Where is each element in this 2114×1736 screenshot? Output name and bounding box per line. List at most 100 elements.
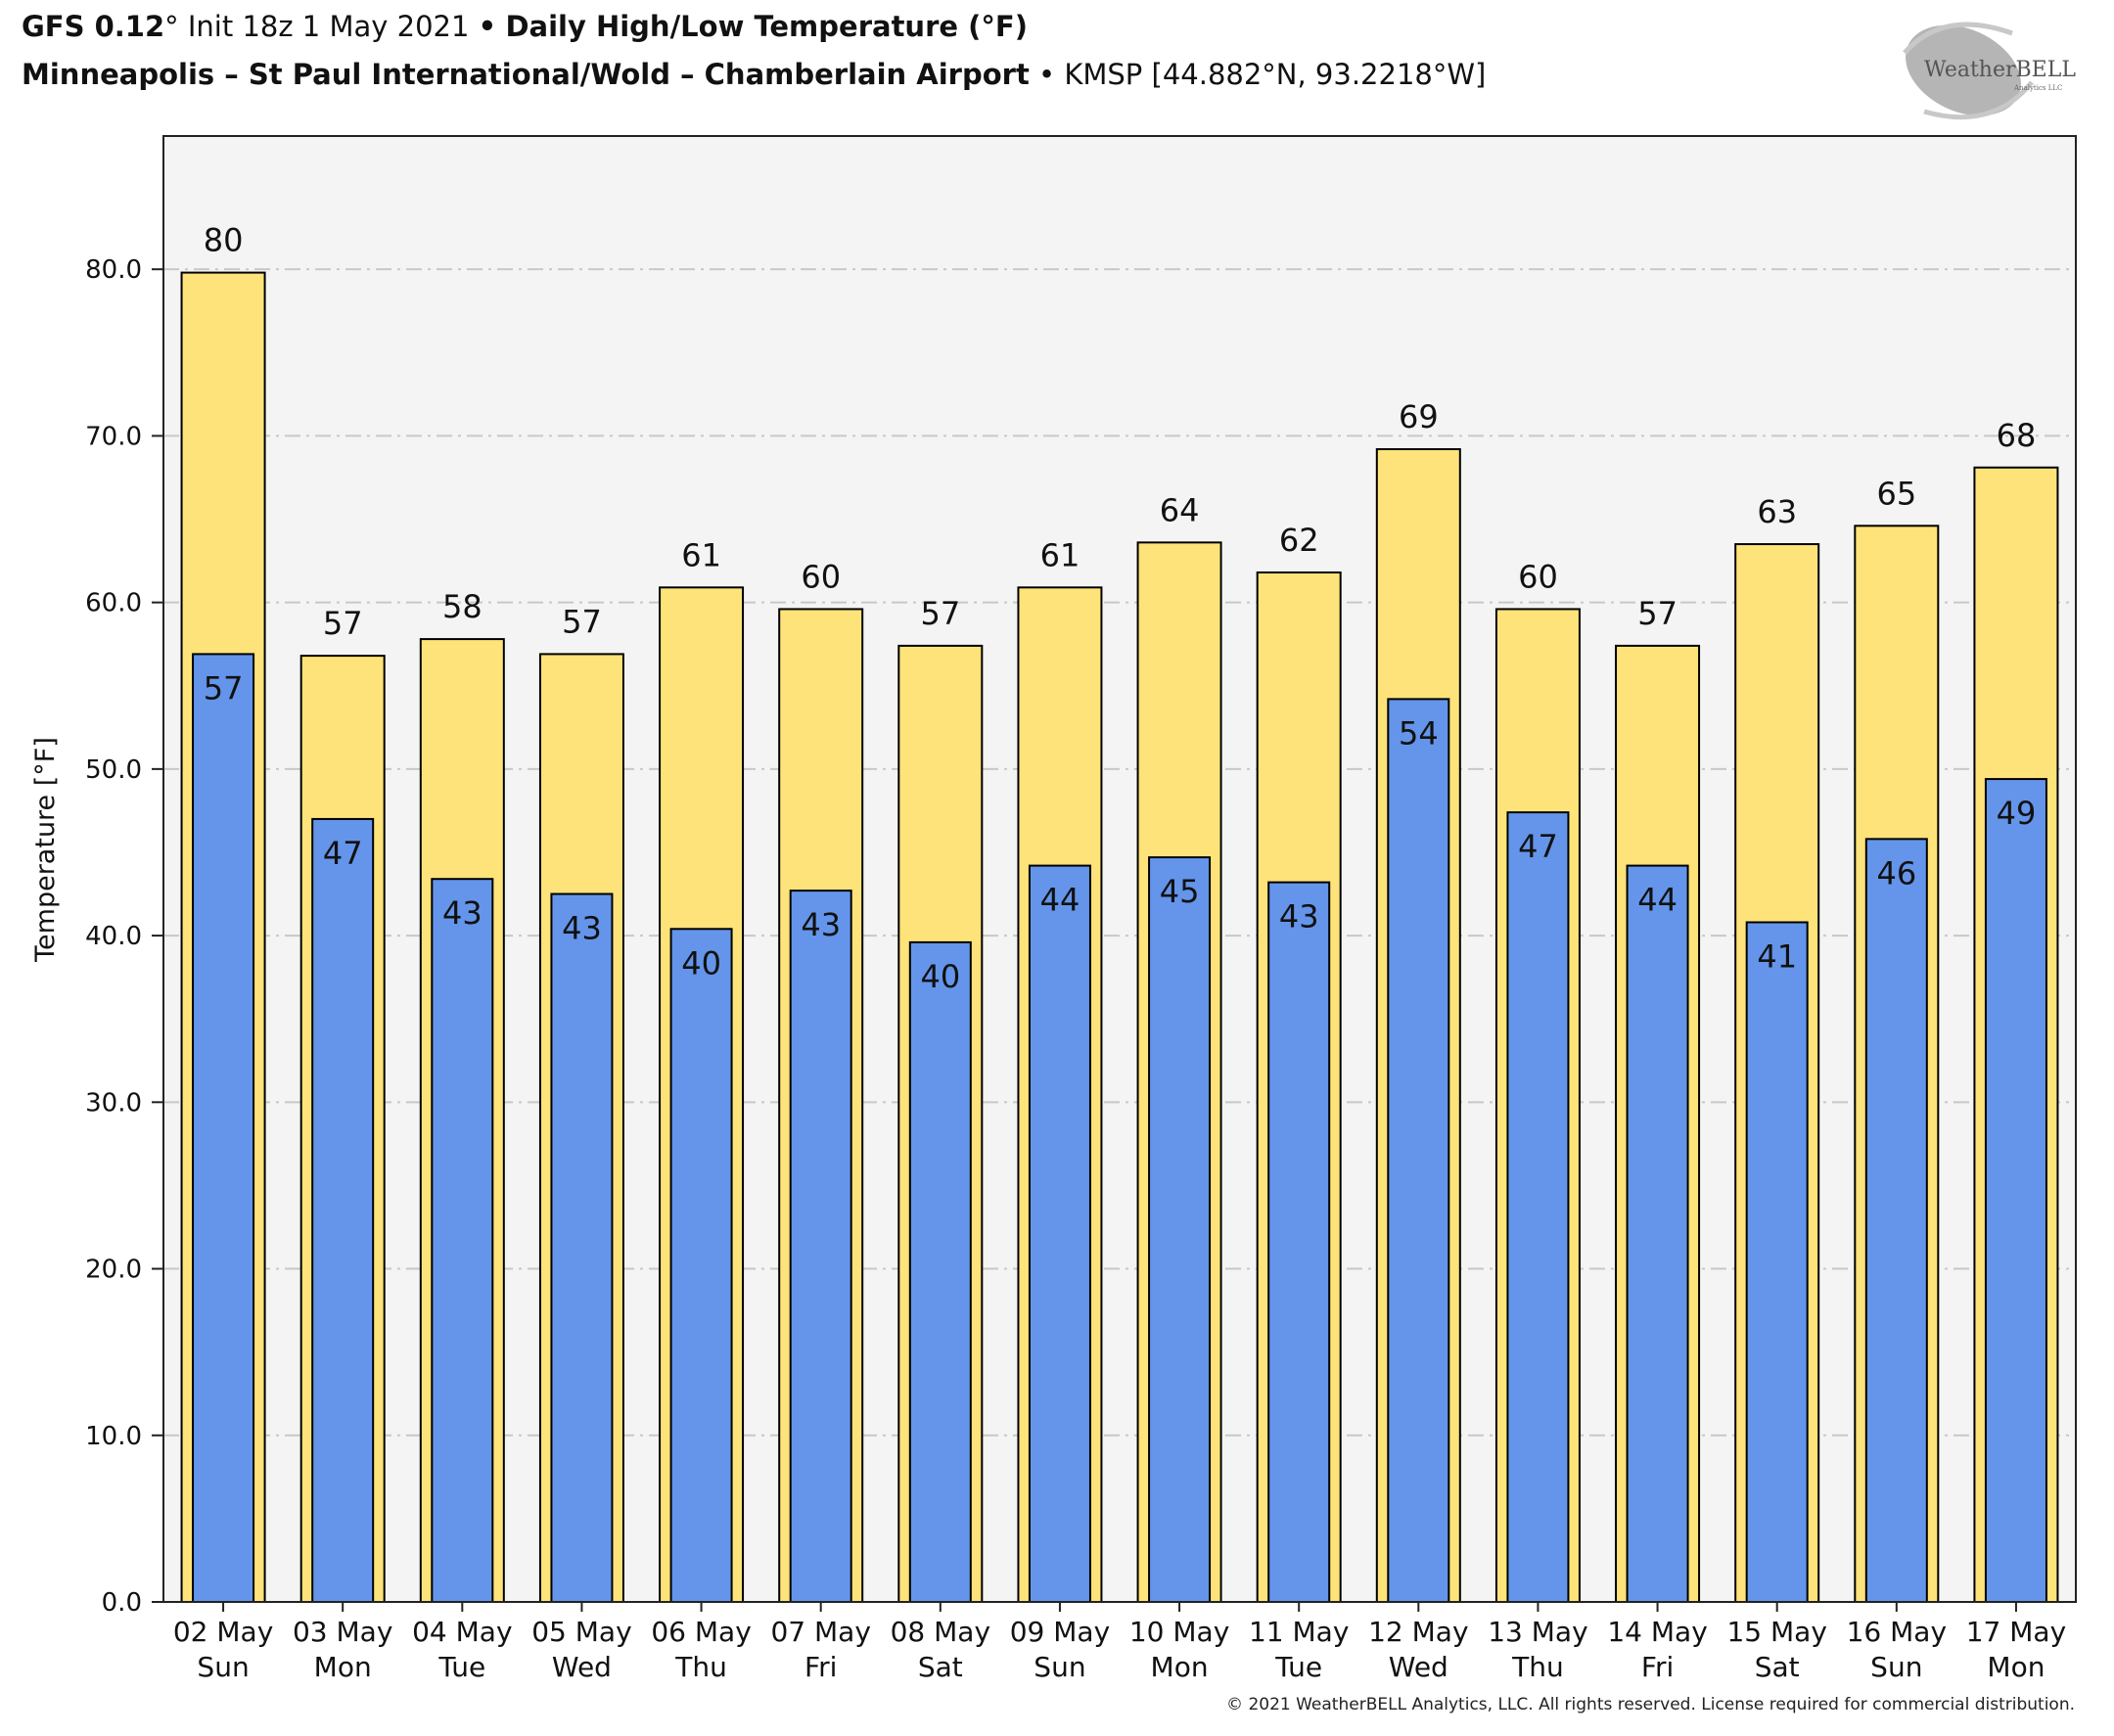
- x-tick-label-weekday: Tue: [1274, 1651, 1322, 1683]
- x-tick-label-date: 14 May: [1607, 1616, 1707, 1648]
- x-tick-label-date: 11 May: [1249, 1616, 1349, 1648]
- low-temp-label: 54: [1399, 714, 1439, 752]
- low-temp-label: 47: [323, 835, 363, 872]
- x-tick-label-date: 06 May: [651, 1616, 751, 1648]
- x-tick-label-weekday: Mon: [314, 1651, 372, 1683]
- low-temp-label: 57: [204, 669, 244, 707]
- x-tick-label-weekday: Sat: [1755, 1651, 1800, 1683]
- high-temp-label: 62: [1279, 522, 1319, 559]
- low-temp-bar: [1626, 864, 1689, 1603]
- product-title: Daily High/Low Temperature (°F): [505, 10, 1028, 43]
- y-tick-label: 80.0: [85, 255, 142, 285]
- x-tick-label-date: 03 May: [293, 1616, 392, 1648]
- low-temp-bar: [1387, 698, 1450, 1603]
- high-temp-label: 80: [204, 222, 244, 259]
- x-tick-label-date: 17 May: [1966, 1616, 2066, 1648]
- x-tick-label-date: 07 May: [770, 1616, 870, 1648]
- chart-title-line-1: GFS 0.12° Init 18z 1 May 2021 • Daily Hi…: [22, 10, 1028, 43]
- logo-subtext: Analytics LLC: [2013, 84, 2062, 92]
- station-name: Minneapolis – St Paul International/Wold…: [22, 58, 1030, 91]
- bullet-separator: •: [478, 10, 497, 43]
- high-temp-label: 58: [442, 588, 483, 625]
- y-tick-label: 70.0: [85, 422, 142, 451]
- y-axis-label: Temperature [°F]: [30, 737, 61, 963]
- x-tick-label-weekday: Sat: [918, 1651, 963, 1683]
- low-temp-label: 43: [1279, 898, 1319, 936]
- x-tick-label-date: 04 May: [412, 1616, 512, 1648]
- high-temp-label: 64: [1160, 491, 1200, 528]
- y-tick-label: 10.0: [85, 1422, 142, 1451]
- x-tick-label-date: 05 May: [531, 1616, 631, 1648]
- high-temp-label: 61: [681, 536, 721, 573]
- bullet-separator: •: [1038, 58, 1056, 91]
- low-temp-bar: [1984, 778, 2047, 1603]
- low-temp-bar: [789, 890, 852, 1603]
- plot-frame: [162, 135, 2077, 1603]
- low-temp-bar: [1864, 838, 1928, 1603]
- x-tick-label-weekday: Wed: [1389, 1651, 1448, 1683]
- y-tick-label: 50.0: [85, 755, 142, 785]
- bars: 80 57 57 47 58 43 57 43 61 40 60 43 57 40 61 44 64 45 62 43…: [180, 222, 2059, 1604]
- high-temp-label: 57: [323, 605, 363, 642]
- low-temp-bar: [1148, 856, 1212, 1603]
- low-temp-bar: [550, 892, 614, 1603]
- logo-swirl-icon: [1906, 24, 2021, 116]
- low-temp-label: 40: [681, 944, 721, 982]
- station-info: KMSP [44.882°N, 93.2218°W]: [1064, 58, 1487, 91]
- x-tick-label-weekday: Thu: [1511, 1651, 1564, 1683]
- x-tick-label-weekday: Mon: [1151, 1651, 1209, 1683]
- x-tick-label-weekday: Tue: [437, 1651, 485, 1683]
- x-tick-label-date: 13 May: [1488, 1616, 1587, 1648]
- low-temp-label: 43: [562, 910, 602, 947]
- weatherbell-logo: WeatherBELL Analytics LLC: [1903, 22, 2076, 120]
- low-temp-bar: [669, 928, 733, 1603]
- x-tick-label-weekday: Fri: [1641, 1651, 1674, 1683]
- x-tick-label-weekday: Wed: [552, 1651, 612, 1683]
- low-temp-bar: [1745, 921, 1809, 1603]
- low-temp-bar: [1028, 864, 1091, 1603]
- low-temp-label: 44: [1040, 882, 1080, 919]
- degree-symbol: °: [164, 10, 179, 43]
- y-tick-label: 20.0: [85, 1256, 142, 1285]
- x-tick-label-weekday: Sun: [1034, 1651, 1085, 1683]
- logo-arc-icon: [1923, 80, 2034, 120]
- y-tick-label: 0.0: [102, 1588, 142, 1618]
- low-temp-label: 47: [1518, 828, 1558, 865]
- x-tick-label-date: 02 May: [173, 1616, 273, 1648]
- high-temp-label: 57: [562, 603, 602, 640]
- low-temp-label: 46: [1876, 854, 1916, 891]
- y-tick-label: 30.0: [85, 1088, 142, 1118]
- copyright-notice: © 2021 WeatherBELL Analytics, LLC. All r…: [1226, 1695, 2075, 1714]
- high-temp-label: 57: [1637, 595, 1677, 632]
- logo-text: WeatherBELL: [1924, 58, 2076, 82]
- low-temp-label: 40: [920, 958, 960, 995]
- y-tick-label: 60.0: [85, 589, 142, 618]
- low-temp-label: 41: [1757, 937, 1797, 975]
- low-temp-bar: [1267, 881, 1331, 1603]
- chart-title-line-2: Minneapolis – St Paul International/Wold…: [22, 58, 1486, 91]
- high-temp-label: 69: [1399, 398, 1439, 435]
- low-temp-bar: [908, 940, 972, 1603]
- low-temp-label: 49: [1997, 795, 2037, 832]
- high-temp-label: 60: [801, 558, 841, 595]
- high-temp-label: 57: [920, 595, 960, 632]
- x-tick-label-weekday: Mon: [1987, 1651, 2045, 1683]
- low-temp-label: 44: [1637, 882, 1677, 919]
- low-temp-label: 45: [1160, 873, 1200, 910]
- x-tick-label-date: 10 May: [1129, 1616, 1229, 1648]
- low-temp-bar: [431, 878, 494, 1603]
- x-tick-label-weekday: Thu: [674, 1651, 727, 1683]
- high-temp-label: 68: [1997, 417, 2037, 454]
- x-tick-label-date: 08 May: [891, 1616, 990, 1648]
- high-temp-label: 65: [1876, 475, 1916, 512]
- low-temp-bar: [192, 653, 255, 1603]
- x-tick-label-weekday: Sun: [1870, 1651, 1922, 1683]
- x-tick-label-date: 09 May: [1010, 1616, 1110, 1648]
- y-tick-label: 40.0: [85, 922, 142, 951]
- init-time: Init 18z 1 May 2021: [187, 10, 470, 43]
- low-temp-label: 43: [801, 906, 841, 943]
- high-temp-label: 60: [1518, 558, 1558, 595]
- low-temp-bar: [1506, 811, 1570, 1603]
